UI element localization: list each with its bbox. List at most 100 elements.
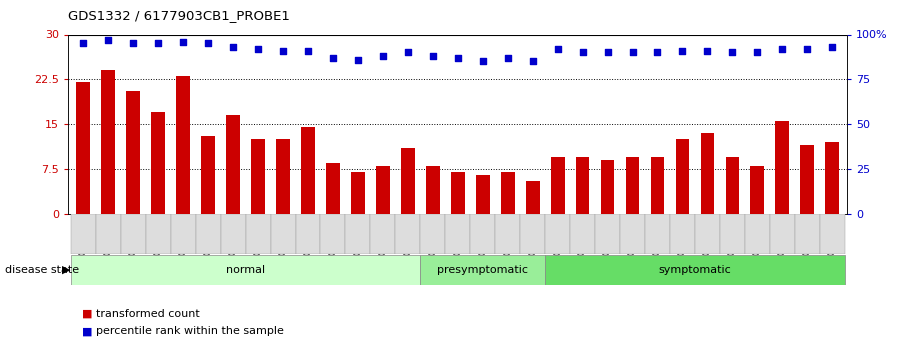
- Bar: [96, 214, 121, 254]
- Bar: [251, 139, 265, 214]
- Text: normal: normal: [226, 265, 265, 275]
- Bar: [695, 214, 720, 254]
- Bar: [371, 214, 395, 254]
- Bar: [151, 112, 165, 214]
- Bar: [401, 148, 415, 214]
- Point: [500, 55, 515, 61]
- Bar: [470, 214, 496, 254]
- Bar: [226, 115, 240, 214]
- Text: GDS1332 / 6177903CB1_PROBE1: GDS1332 / 6177903CB1_PROBE1: [68, 9, 291, 22]
- Bar: [745, 214, 770, 254]
- Bar: [501, 172, 515, 214]
- Bar: [451, 172, 465, 214]
- Bar: [770, 214, 794, 254]
- Bar: [321, 214, 345, 254]
- Point: [200, 41, 215, 46]
- Point: [650, 50, 665, 55]
- Bar: [276, 139, 290, 214]
- Point: [176, 39, 190, 45]
- Point: [701, 48, 715, 53]
- Bar: [775, 121, 789, 214]
- Point: [276, 48, 291, 53]
- Bar: [146, 214, 170, 254]
- Bar: [246, 214, 271, 254]
- Bar: [576, 157, 589, 214]
- Point: [251, 46, 265, 52]
- Bar: [376, 166, 390, 214]
- Point: [600, 50, 615, 55]
- Point: [526, 59, 540, 64]
- Bar: [551, 157, 565, 214]
- Point: [76, 41, 90, 46]
- Bar: [725, 157, 739, 214]
- Text: presymptomatic: presymptomatic: [437, 265, 528, 275]
- Bar: [295, 214, 321, 254]
- Point: [775, 46, 790, 52]
- Point: [375, 53, 390, 59]
- Point: [425, 53, 440, 59]
- Text: ■: ■: [82, 326, 93, 336]
- Bar: [351, 172, 364, 214]
- Bar: [71, 255, 420, 285]
- Point: [675, 48, 690, 53]
- Text: symptomatic: symptomatic: [659, 265, 732, 275]
- Bar: [127, 91, 140, 214]
- Bar: [520, 214, 545, 254]
- Bar: [720, 214, 745, 254]
- Bar: [570, 214, 595, 254]
- Bar: [526, 181, 539, 214]
- Bar: [77, 82, 90, 214]
- Point: [126, 41, 140, 46]
- Point: [101, 37, 116, 43]
- Point: [576, 50, 590, 55]
- Bar: [650, 157, 664, 214]
- Bar: [271, 214, 295, 254]
- Bar: [751, 166, 764, 214]
- Bar: [101, 70, 115, 214]
- Bar: [600, 160, 614, 214]
- Point: [401, 50, 415, 55]
- Bar: [545, 214, 570, 254]
- Bar: [794, 214, 820, 254]
- Bar: [177, 76, 190, 214]
- Bar: [626, 157, 640, 214]
- Bar: [326, 163, 340, 214]
- Bar: [121, 214, 146, 254]
- Point: [800, 46, 814, 52]
- Bar: [170, 214, 196, 254]
- Point: [476, 59, 490, 64]
- Text: transformed count: transformed count: [96, 309, 200, 319]
- Text: percentile rank within the sample: percentile rank within the sample: [96, 326, 283, 336]
- Point: [226, 44, 241, 50]
- Bar: [476, 175, 489, 214]
- Text: disease state: disease state: [5, 265, 78, 275]
- Bar: [670, 214, 695, 254]
- Point: [325, 55, 340, 61]
- Point: [750, 50, 764, 55]
- Bar: [71, 214, 96, 254]
- Point: [625, 50, 640, 55]
- Text: ■: ■: [82, 309, 93, 319]
- Point: [725, 50, 740, 55]
- Bar: [196, 214, 220, 254]
- Bar: [825, 142, 839, 214]
- Bar: [620, 214, 645, 254]
- Bar: [220, 214, 246, 254]
- Bar: [445, 214, 470, 254]
- Bar: [645, 214, 670, 254]
- Bar: [701, 133, 714, 214]
- Bar: [420, 255, 545, 285]
- Bar: [545, 255, 844, 285]
- Bar: [420, 214, 445, 254]
- Bar: [201, 136, 215, 214]
- Bar: [676, 139, 690, 214]
- Bar: [801, 145, 814, 214]
- Bar: [345, 214, 371, 254]
- Bar: [302, 127, 315, 214]
- Point: [301, 48, 315, 53]
- Point: [550, 46, 565, 52]
- Point: [351, 57, 365, 62]
- Bar: [496, 214, 520, 254]
- Bar: [426, 166, 440, 214]
- Bar: [595, 214, 620, 254]
